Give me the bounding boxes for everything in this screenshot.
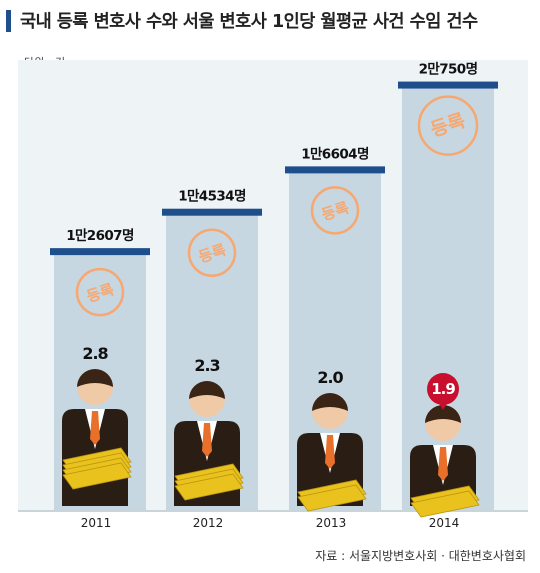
registered-label-2013: 1만6604명 bbox=[301, 145, 369, 162]
badge-circle-2014 bbox=[417, 95, 479, 156]
case-stack-2012-2 bbox=[174, 473, 244, 501]
lawyer-hair-2013 bbox=[312, 393, 348, 411]
ratio-label-2013: 2.0 bbox=[317, 368, 343, 387]
ratio-label-2014: 1.9 bbox=[431, 380, 455, 398]
bar-cap-2013 bbox=[285, 166, 385, 174]
x-tick-2014: 2014 bbox=[429, 516, 460, 530]
registered-label-2011: 1만2607명 bbox=[66, 227, 134, 244]
bar-cap-2012 bbox=[162, 208, 262, 216]
highlight-pointer-2014 bbox=[438, 402, 448, 410]
lawyer-tie-2014 bbox=[438, 447, 448, 481]
ratio-label-2011: 2.8 bbox=[82, 344, 108, 363]
x-tick-2013: 2013 bbox=[316, 516, 347, 530]
title-accent-bar bbox=[6, 10, 11, 32]
ratio-label-2012: 2.3 bbox=[194, 356, 219, 375]
case-stack-2013-1 bbox=[297, 484, 367, 512]
x-tick-2011: 2011 bbox=[81, 516, 112, 530]
lawyer-hair-2011 bbox=[77, 369, 113, 387]
badge-circle-2012 bbox=[187, 228, 237, 277]
case-stack-2014-1 bbox=[410, 490, 480, 518]
highlight-bubble-2014 bbox=[427, 373, 459, 405]
bar-cap-2011 bbox=[50, 248, 150, 256]
lawyer-tie-2011 bbox=[90, 411, 100, 445]
lawyer-tie-2012 bbox=[202, 423, 212, 457]
source-note: 자료 : 서울지방변호사회 · 대한변호사협회 bbox=[315, 549, 526, 563]
x-tick-2012: 2012 bbox=[193, 516, 224, 530]
case-stack-2011-3 bbox=[62, 462, 132, 490]
lawyer-hair-2014 bbox=[425, 405, 461, 423]
lawyer-tie-2013 bbox=[325, 435, 335, 469]
badge-circle-2011 bbox=[75, 267, 125, 317]
registered-label-2014: 2만750명 bbox=[419, 61, 478, 78]
lawyer-hair-2012 bbox=[189, 381, 225, 399]
baseline bbox=[18, 510, 528, 512]
chart-title: 국내 등록 변호사 수와 서울 변호사 1인당 월평균 사건 수임 건수 bbox=[20, 12, 478, 32]
badge-circle-2013 bbox=[310, 186, 360, 235]
registered-label-2012: 1만4534명 bbox=[178, 188, 246, 205]
bar-cap-2014 bbox=[398, 81, 498, 89]
